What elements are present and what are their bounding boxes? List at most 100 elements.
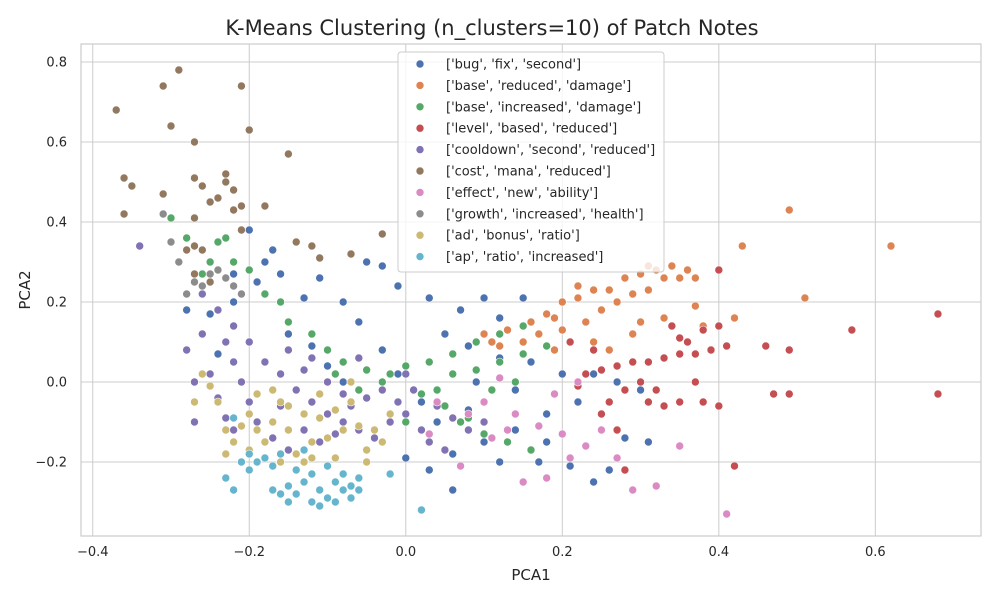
data-point [401,453,411,463]
legend-entry: ['level', 'based', 'reduced'] [446,122,617,137]
data-point [135,241,144,251]
data-point [659,313,669,323]
data-point [495,341,504,351]
data-point [495,373,504,383]
data-point [628,485,638,495]
data-point [307,241,317,251]
data-point [205,277,215,287]
data-point [205,381,215,391]
data-point [424,357,434,367]
data-point [260,357,270,367]
data-point [221,177,231,187]
data-point [456,417,465,427]
data-point [229,437,238,447]
data-point [190,417,199,427]
data-point [401,369,411,379]
data-point [315,253,324,263]
data-point [722,509,731,519]
legend-entry: ['growth', 'increased', 'health'] [446,207,644,222]
data-point [417,389,426,399]
data-point [190,397,199,407]
data-point [636,317,645,327]
data-point [205,309,215,319]
data-point [581,441,591,451]
data-point [604,345,614,355]
data-point [761,341,771,351]
legend-marker [415,230,425,240]
data-point [221,413,231,423]
data-point [268,433,278,443]
data-point [299,457,309,467]
data-point [158,189,168,199]
data-point [401,417,411,427]
data-point [323,493,332,503]
data-point [198,329,207,339]
data-point [385,369,395,379]
data-point [589,369,598,379]
data-point [651,481,661,491]
data-point [558,429,567,439]
data-point [346,493,356,503]
data-point [276,397,285,407]
data-point [659,273,669,283]
data-point [190,137,199,147]
data-point [448,349,458,359]
data-point [166,213,176,223]
data-point [158,209,168,219]
data-point [597,409,606,419]
data-point [244,449,254,459]
data-point [307,341,317,351]
data-point [385,469,395,479]
data-point [401,409,411,419]
data-point [213,305,223,315]
x-tick-label: −0.4 [77,545,109,560]
data-point [698,397,708,407]
data-point [464,341,473,351]
data-point [558,369,567,379]
data-point [276,369,285,379]
data-point [675,273,684,283]
data-point [284,329,293,339]
data-point [558,297,567,307]
data-point [667,261,677,271]
data-point [268,245,278,255]
data-point [229,425,238,435]
data-point [667,321,677,331]
data-point [237,377,246,387]
data-point [597,305,606,315]
data-point [119,173,129,183]
data-point [229,257,238,267]
data-point [550,313,559,323]
series-7 [158,209,246,299]
data-point [166,121,176,131]
data-point [464,409,473,419]
data-point [182,289,191,299]
data-point [471,337,481,347]
data-point [479,417,489,427]
y-tick-label: 0.8 [46,56,67,71]
data-point [714,265,724,275]
data-point [503,437,512,447]
data-point [581,317,591,327]
data-point [229,413,238,423]
legend-box [397,51,665,273]
data-point [276,489,285,499]
data-point [166,237,176,247]
legend-entry: ['ap', 'ratio', 'increased'] [446,250,603,265]
data-point [581,369,591,379]
data-point [479,429,489,439]
data-point [260,257,270,267]
data-point [284,497,293,507]
data-point [417,425,426,435]
data-point [190,377,199,387]
data-point [268,385,278,395]
data-point [323,345,332,355]
data-point [417,505,426,515]
data-point [260,201,270,211]
data-point [315,437,324,447]
data-point [237,289,246,299]
data-point [424,429,434,439]
data-point [315,389,324,399]
data-point [542,473,551,483]
